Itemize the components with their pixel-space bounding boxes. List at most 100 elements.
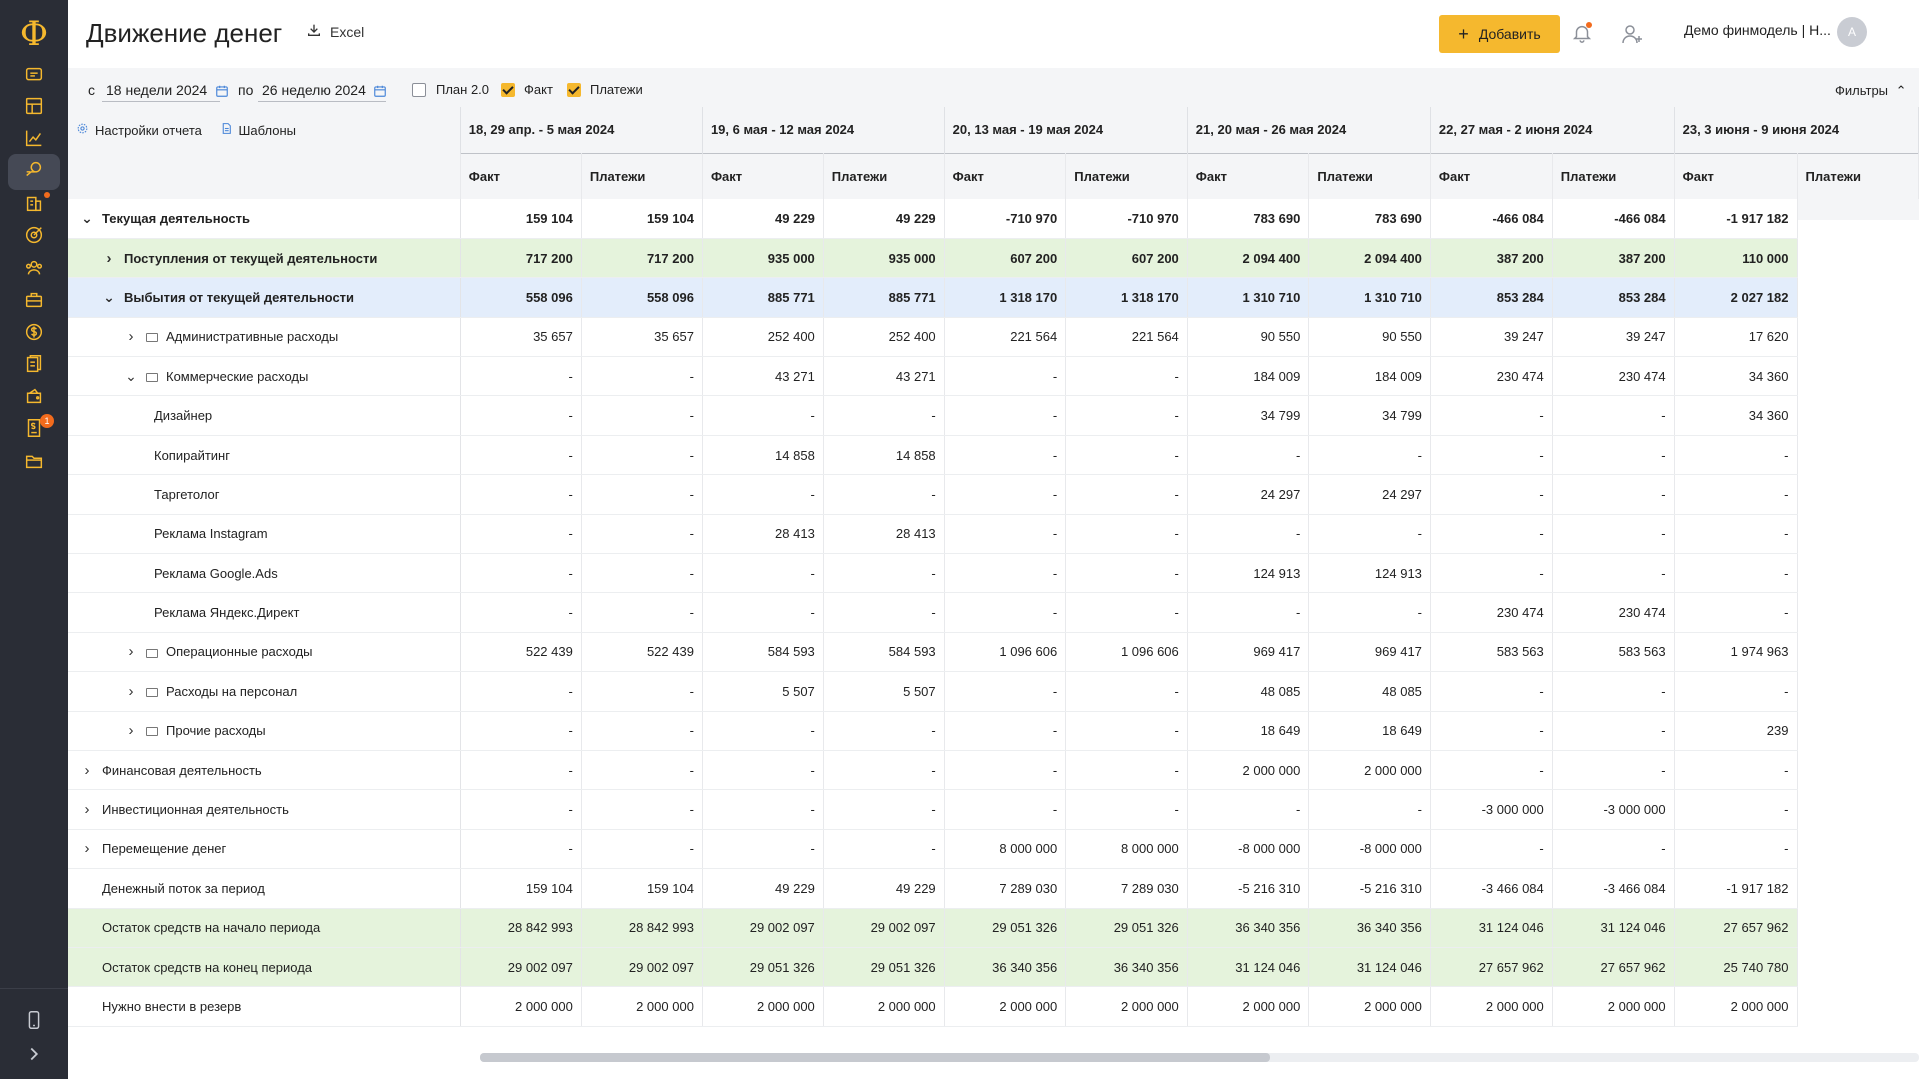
value-cell[interactable]: - bbox=[702, 592, 824, 633]
value-cell[interactable]: 230 474 bbox=[1430, 592, 1553, 633]
sidebar-item-buildings[interactable] bbox=[8, 187, 60, 223]
value-cell[interactable]: 34 799 bbox=[1308, 395, 1431, 436]
value-cell[interactable]: - bbox=[702, 474, 824, 515]
value-cell[interactable]: - bbox=[1552, 671, 1675, 712]
value-cell[interactable]: - bbox=[702, 711, 824, 751]
value-cell[interactable]: - bbox=[944, 592, 1067, 633]
payments-checkbox[interactable] bbox=[567, 83, 581, 97]
date-to-input[interactable]: 26 неделю 2024 bbox=[258, 76, 386, 102]
value-cell[interactable]: 34 799 bbox=[1187, 395, 1310, 436]
value-cell[interactable]: - bbox=[944, 789, 1067, 830]
avatar[interactable]: A bbox=[1837, 17, 1867, 47]
value-cell[interactable]: 49 229 bbox=[702, 199, 824, 239]
value-cell[interactable]: - bbox=[823, 395, 945, 436]
value-cell[interactable]: 184 009 bbox=[1187, 356, 1310, 397]
value-cell[interactable]: 35 657 bbox=[460, 317, 582, 358]
value-cell[interactable]: - bbox=[460, 553, 582, 594]
value-cell[interactable]: - bbox=[460, 711, 582, 751]
date-from-input[interactable]: 18 недели 2024 bbox=[102, 76, 220, 102]
value-cell[interactable]: 159 104 bbox=[460, 199, 582, 239]
value-cell[interactable]: - bbox=[1430, 395, 1553, 436]
value-cell[interactable]: - bbox=[823, 474, 945, 515]
value-cell[interactable]: - bbox=[1674, 789, 1798, 830]
value-cell[interactable]: 159 104 bbox=[460, 868, 582, 909]
chevron-down-icon[interactable]: ⌄ bbox=[103, 288, 115, 305]
account-switcher[interactable]: Демо финмодель | Н... bbox=[1684, 22, 1831, 38]
value-cell[interactable]: -1 917 182 bbox=[1674, 199, 1798, 239]
sidebar-item-calendar-grid[interactable] bbox=[8, 90, 60, 126]
value-cell[interactable]: 29 002 097 bbox=[460, 947, 582, 988]
value-cell[interactable]: - bbox=[581, 356, 703, 397]
value-cell[interactable]: - bbox=[581, 592, 703, 633]
value-cell[interactable]: 110 000 bbox=[1674, 238, 1798, 279]
value-cell[interactable]: 252 400 bbox=[823, 317, 945, 358]
sidebar-item-chat[interactable] bbox=[8, 59, 60, 95]
value-cell[interactable]: 558 096 bbox=[460, 277, 582, 318]
chevron-right-icon[interactable]: › bbox=[128, 643, 134, 661]
value-cell[interactable]: - bbox=[1065, 592, 1188, 633]
value-cell[interactable]: 935 000 bbox=[823, 238, 945, 279]
value-cell[interactable]: - bbox=[581, 829, 703, 870]
value-cell[interactable]: - bbox=[1674, 553, 1798, 594]
value-cell[interactable]: 558 096 bbox=[581, 277, 703, 318]
value-cell[interactable]: - bbox=[702, 789, 824, 830]
value-cell[interactable]: - bbox=[460, 789, 582, 830]
column-header[interactable]: Платежи bbox=[1065, 152, 1188, 199]
value-cell[interactable]: 230 474 bbox=[1552, 592, 1675, 633]
value-cell[interactable]: - bbox=[944, 671, 1067, 712]
value-cell[interactable]: 2 000 000 bbox=[1430, 986, 1553, 1027]
filters-toggle[interactable]: Фильтры ⌃ bbox=[1835, 83, 1907, 99]
value-cell[interactable]: - bbox=[581, 789, 703, 830]
value-cell[interactable]: 17 620 bbox=[1674, 317, 1798, 358]
chevron-down-icon[interactable]: ⌄ bbox=[81, 209, 93, 226]
value-cell[interactable]: 1 310 710 bbox=[1187, 277, 1310, 318]
value-cell[interactable]: - bbox=[1552, 435, 1675, 476]
value-cell[interactable]: 230 474 bbox=[1552, 356, 1675, 397]
value-cell[interactable]: - bbox=[702, 553, 824, 594]
value-cell[interactable]: - bbox=[1430, 829, 1553, 870]
invite-user-icon[interactable] bbox=[1620, 22, 1644, 51]
value-cell[interactable]: -5 216 310 bbox=[1187, 868, 1310, 909]
value-cell[interactable]: -710 970 bbox=[1065, 199, 1188, 239]
sidebar-item-invoice[interactable]: 1 bbox=[8, 412, 60, 448]
table-row[interactable]: › Административные расходы 35 657 35 657 252… bbox=[68, 317, 1919, 358]
value-cell[interactable]: 2 000 000 bbox=[1308, 750, 1431, 791]
value-cell[interactable]: - bbox=[581, 750, 703, 791]
value-cell[interactable]: - bbox=[1674, 671, 1798, 712]
value-cell[interactable]: 2 094 400 bbox=[1308, 238, 1431, 279]
value-cell[interactable]: 583 563 bbox=[1552, 632, 1675, 673]
table-row[interactable]: ⌄ Текущая деятельность 159 104 159 104 49 22… bbox=[68, 199, 1919, 239]
templates-link[interactable]: Шаблоны bbox=[220, 122, 296, 138]
value-cell[interactable]: 34 360 bbox=[1674, 356, 1798, 397]
notifications-bell-icon[interactable] bbox=[1571, 22, 1593, 49]
column-header[interactable]: Платежи bbox=[1797, 152, 1919, 199]
value-cell[interactable]: -1 917 182 bbox=[1674, 868, 1798, 909]
value-cell[interactable]: - bbox=[460, 592, 582, 633]
value-cell[interactable]: - bbox=[702, 395, 824, 436]
value-cell[interactable]: 39 247 bbox=[1552, 317, 1675, 358]
value-cell[interactable]: - bbox=[944, 356, 1067, 397]
plan-checkbox[interactable] bbox=[412, 83, 426, 97]
value-cell[interactable]: - bbox=[1187, 592, 1310, 633]
sidebar-item-briefcase[interactable] bbox=[8, 284, 60, 320]
value-cell[interactable]: 159 104 bbox=[581, 868, 703, 909]
value-cell[interactable]: -710 970 bbox=[944, 199, 1067, 239]
value-cell[interactable]: -3 466 084 bbox=[1552, 868, 1675, 909]
value-cell[interactable]: 2 094 400 bbox=[1187, 238, 1310, 279]
column-header[interactable]: Платежи bbox=[1552, 152, 1675, 199]
value-cell[interactable]: - bbox=[460, 395, 582, 436]
value-cell[interactable]: 2 000 000 bbox=[944, 986, 1067, 1027]
scrollbar-thumb[interactable] bbox=[480, 1053, 1270, 1062]
chevron-right-icon[interactable]: › bbox=[106, 249, 112, 267]
value-cell[interactable]: 2 000 000 bbox=[1308, 986, 1431, 1027]
value-cell[interactable]: 18 649 bbox=[1308, 711, 1431, 751]
value-cell[interactable]: - bbox=[823, 592, 945, 633]
value-cell[interactable]: - bbox=[581, 514, 703, 555]
value-cell[interactable]: - bbox=[702, 829, 824, 870]
column-header[interactable]: Факт bbox=[944, 152, 1067, 199]
value-cell[interactable]: 28 413 bbox=[702, 514, 824, 555]
value-cell[interactable]: - bbox=[1065, 435, 1188, 476]
value-cell[interactable]: - bbox=[1674, 829, 1798, 870]
value-cell[interactable]: 8 000 000 bbox=[944, 829, 1067, 870]
value-cell[interactable]: 159 104 bbox=[581, 199, 703, 239]
